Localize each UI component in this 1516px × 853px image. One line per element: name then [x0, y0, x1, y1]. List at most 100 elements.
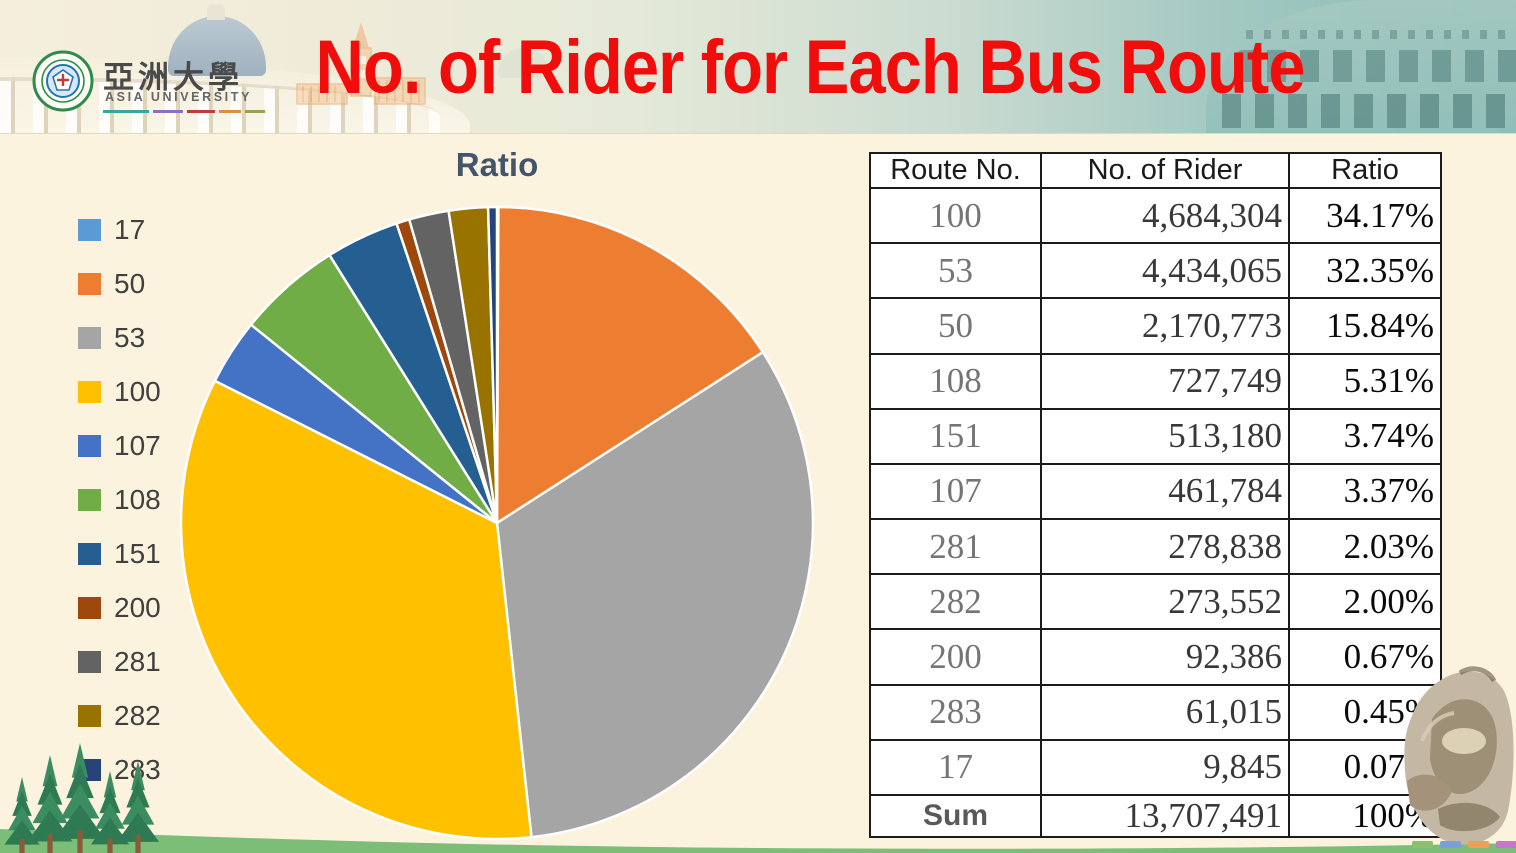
legend-item-200: 200 — [78, 592, 161, 623]
route-cell: 53 — [869, 242, 1042, 300]
route-cell: 50 — [869, 297, 1042, 355]
ratio-cell: 15.84% — [1288, 297, 1442, 355]
rider-cell: 92,386 — [1040, 628, 1290, 686]
sum-label-cell: Sum — [869, 794, 1042, 838]
legend-swatch-icon — [78, 651, 101, 673]
route-cell: 200 — [869, 628, 1042, 686]
legend-label: 151 — [114, 538, 161, 569]
table-sum-row: Sum 13,707,491 100% — [869, 794, 1442, 838]
ratio-cell: 5.31% — [1288, 352, 1442, 410]
route-cell: 283 — [869, 683, 1042, 741]
legend-item-282: 282 — [78, 700, 161, 731]
table-head-row: Route No. No. of Rider Ratio — [869, 152, 1442, 189]
pie-slice-283 — [486, 205, 499, 525]
table-row: 281 278,838 2.03% — [869, 518, 1442, 576]
pie-slice-53 — [495, 350, 815, 839]
table-row: 107 461,784 3.37% — [869, 462, 1442, 521]
green-hill-illustration — [0, 829, 1516, 853]
ratio-cell: 2.00% — [1288, 573, 1442, 631]
pine-tree-icon — [55, 743, 105, 853]
ratio-cell: 0.67% — [1288, 628, 1442, 686]
legend-swatch-icon — [78, 489, 101, 511]
route-cell: 107 — [869, 462, 1042, 521]
legend-swatch-icon — [78, 219, 101, 241]
table-row: 17 9,845 0.07% — [869, 738, 1442, 797]
legend-swatch-icon — [78, 327, 101, 349]
rider-cell: 461,784 — [1040, 462, 1290, 521]
legend-label: 50 — [114, 268, 146, 299]
header-photo-band: 亞洲大學 ASIA UNIVERSITY No. of Rider for Ea… — [0, 0, 1516, 134]
pie-slice-50 — [495, 205, 765, 525]
table-row: 53 4,434,065 32.35% — [869, 242, 1442, 300]
legend-item-53: 53 — [78, 322, 161, 353]
chart-title: Ratio — [455, 146, 539, 183]
column-header-1: No. of Rider — [1040, 152, 1290, 189]
legend-label: 17 — [114, 214, 146, 245]
ratio-cell: 3.37% — [1288, 462, 1442, 521]
route-cell: 17 — [869, 738, 1042, 797]
rider-cell: 4,684,304 — [1040, 186, 1290, 245]
legend-label: 107 — [114, 430, 161, 461]
rider-cell: 4,434,065 — [1040, 242, 1290, 300]
legend-label: 282 — [114, 700, 161, 731]
ratio-cell: 34.17% — [1288, 186, 1442, 245]
sum-ratio-cell: 100% — [1288, 794, 1442, 838]
ratio-cell: 3.74% — [1288, 407, 1442, 465]
colosseum-image — [1206, 0, 1516, 133]
legend-item-151: 151 — [78, 538, 161, 569]
rider-cell: 278,838 — [1040, 518, 1290, 576]
route-cell: 100 — [869, 186, 1042, 245]
legend-swatch-icon — [78, 273, 101, 295]
logo-cjk-name: 亞洲大學 — [103, 60, 243, 95]
route-cell: 282 — [869, 573, 1042, 631]
table-row: 50 2,170,773 15.84% — [869, 297, 1442, 355]
legend-swatch-icon — [78, 381, 101, 403]
colosseum-arches-upper — [1234, 50, 1516, 82]
rider-cell: 9,845 — [1040, 738, 1290, 797]
sum-rider-cell: 13,707,491 — [1040, 794, 1290, 838]
pine-tree-icon — [27, 755, 73, 853]
legend-item-108: 108 — [78, 484, 161, 515]
column-header-2: Ratio — [1288, 152, 1442, 189]
legend-item-107: 107 — [78, 430, 161, 461]
rider-cell: 273,552 — [1040, 573, 1290, 631]
rider-cell: 2,170,773 — [1040, 297, 1290, 355]
rider-cell: 513,180 — [1040, 407, 1290, 465]
route-cell: 151 — [869, 407, 1042, 465]
table-row: 100 4,684,304 34.17% — [869, 186, 1442, 245]
chart-legend: 175053100107108151200281282283 — [78, 214, 161, 785]
slide-title: No. of Rider for Each Bus Route — [315, 24, 1306, 111]
legend-item-50: 50 — [78, 268, 161, 299]
colosseum-rim — [1246, 30, 1516, 39]
color-dashes-decoration — [1412, 841, 1516, 849]
pine-trees-illustration — [4, 743, 160, 853]
route-cell: 108 — [869, 352, 1042, 410]
ratio-cell: 2.03% — [1288, 518, 1442, 576]
statue-image — [1404, 666, 1514, 845]
colosseum-arches-lower — [1222, 94, 1516, 128]
table-row: 282 273,552 2.00% — [869, 573, 1442, 631]
dome-lantern — [207, 4, 225, 20]
legend-swatch-icon — [78, 597, 101, 619]
legend-swatch-icon — [78, 543, 101, 565]
ratio-cell: 32.35% — [1288, 242, 1442, 300]
rider-table: Route No. No. of Rider Ratio 100 4,684,304 3… — [869, 152, 1442, 838]
asia-university-emblem-icon — [32, 50, 94, 112]
legend-label: 100 — [114, 376, 161, 407]
legend-swatch-icon — [78, 435, 101, 457]
legend-item-17: 17 — [78, 214, 161, 245]
legend-label: 200 — [114, 592, 161, 623]
pie-slice-100 — [179, 379, 533, 841]
column-header-0: Route No. — [869, 152, 1042, 189]
pine-tree-icon — [116, 761, 160, 853]
table-row: 151 513,180 3.74% — [869, 407, 1442, 465]
legend-label: 53 — [114, 322, 146, 353]
legend-item-100: 100 — [78, 376, 161, 407]
tower-sketch — [296, 22, 426, 105]
pine-tree-icon — [90, 771, 130, 853]
table-row: 283 61,015 0.45% — [869, 683, 1442, 741]
logo-latin-name: ASIA UNIVERSITY — [105, 90, 252, 104]
pie-chart — [179, 205, 815, 841]
route-cell: 281 — [869, 518, 1042, 576]
